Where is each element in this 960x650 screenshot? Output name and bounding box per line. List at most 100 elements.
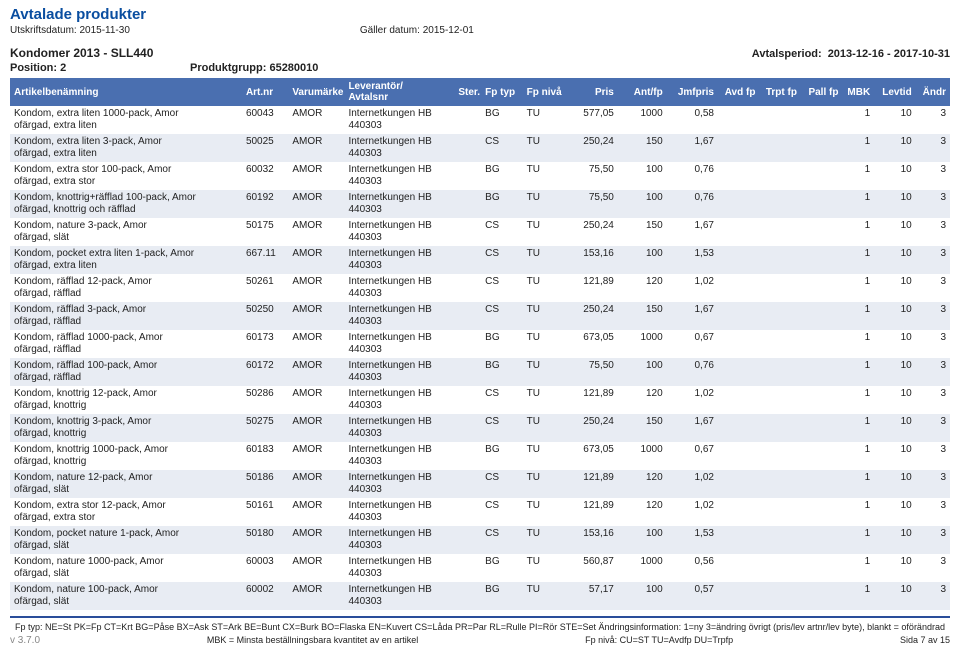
- cell-name: Kondom, räfflad 12-pack, Amorofärgad, rä…: [10, 274, 242, 302]
- cell-brand: AMOR: [288, 302, 344, 330]
- cell-jmf: 0,76: [667, 162, 718, 190]
- cell-trpt: [759, 106, 801, 134]
- cell-jmf: 1,02: [667, 498, 718, 526]
- cell-avd: [718, 330, 760, 358]
- cell-lev: Internetkungen HB440303: [344, 218, 454, 246]
- cell-mbk: 1: [842, 554, 874, 582]
- cell-avd: [718, 582, 760, 610]
- cell-trpt: [759, 386, 801, 414]
- cell-trpt: [759, 442, 801, 470]
- cell-fptyp: BG: [481, 106, 523, 134]
- col-artnr: Art.nr: [242, 78, 288, 106]
- footer-version: v 3.7.0: [10, 635, 40, 646]
- cell-jmf: 1,67: [667, 414, 718, 442]
- cell-ster: [454, 330, 481, 358]
- meta-line: Utskriftsdatum: 2015-11-30 Gäller datum:…: [10, 25, 950, 36]
- col-fptyp: Fp typ: [481, 78, 523, 106]
- cell-antfp: 100: [618, 246, 667, 274]
- cell-pris: 250,24: [564, 218, 618, 246]
- cell-fptyp: BG: [481, 582, 523, 610]
- cell-andr: 3: [916, 526, 950, 554]
- cell-levtid: 10: [874, 106, 916, 134]
- cell-jmf: 0,67: [667, 442, 718, 470]
- cell-jmf: 0,56: [667, 554, 718, 582]
- cell-fpniva: TU: [523, 190, 565, 218]
- cell-artnr: 60172: [242, 358, 288, 386]
- cell-jmf: 1,02: [667, 274, 718, 302]
- cell-fpniva: TU: [523, 414, 565, 442]
- cell-mbk: 1: [842, 106, 874, 134]
- position-row: Position: 2 Produktgrupp: 65280010: [10, 62, 950, 74]
- cell-trpt: [759, 554, 801, 582]
- cell-artnr: 60002: [242, 582, 288, 610]
- cell-artnr: 50175: [242, 218, 288, 246]
- cell-trpt: [759, 470, 801, 498]
- cell-ster: [454, 106, 481, 134]
- group-row: Kondomer 2013 - SLL440 Avtalsperiod: 201…: [10, 46, 950, 60]
- cell-ster: [454, 190, 481, 218]
- cell-levtid: 10: [874, 386, 916, 414]
- cell-pris: 75,50: [564, 162, 618, 190]
- table-row: Kondom, nature 1000-pack, Amorofärgad, s…: [10, 554, 950, 582]
- cell-levtid: 10: [874, 302, 916, 330]
- cell-fptyp: CS: [481, 470, 523, 498]
- cell-avd: [718, 554, 760, 582]
- cell-brand: AMOR: [288, 246, 344, 274]
- cell-fpniva: TU: [523, 386, 565, 414]
- cell-avd: [718, 442, 760, 470]
- cell-mbk: 1: [842, 358, 874, 386]
- cell-brand: AMOR: [288, 330, 344, 358]
- cell-mbk: 1: [842, 134, 874, 162]
- cell-trpt: [759, 498, 801, 526]
- cell-artnr: 50261: [242, 274, 288, 302]
- cell-fpniva: TU: [523, 526, 565, 554]
- table-row: Kondom, extra stor 100-pack, Amorofärgad…: [10, 162, 950, 190]
- cell-pris: 560,87: [564, 554, 618, 582]
- cell-pris: 673,05: [564, 442, 618, 470]
- cell-artnr: 60043: [242, 106, 288, 134]
- cell-trpt: [759, 246, 801, 274]
- products-table: Artikelbenämning Art.nr Varumärke Levera…: [10, 78, 950, 610]
- cell-fpniva: TU: [523, 330, 565, 358]
- cell-avd: [718, 358, 760, 386]
- cell-lev: Internetkungen HB440303: [344, 470, 454, 498]
- cell-brand: AMOR: [288, 414, 344, 442]
- produktgrupp-value: 65280010: [269, 62, 318, 74]
- cell-pall: [801, 526, 843, 554]
- cell-fptyp: BG: [481, 190, 523, 218]
- cell-mbk: 1: [842, 246, 874, 274]
- cell-name: Kondom, knottrig 1000-pack, Amorofärgad,…: [10, 442, 242, 470]
- table-row: Kondom, pocket nature 1-pack, Amorofärga…: [10, 526, 950, 554]
- cell-fptyp: CS: [481, 134, 523, 162]
- cell-levtid: 10: [874, 218, 916, 246]
- cell-mbk: 1: [842, 218, 874, 246]
- cell-jmf: 1,53: [667, 526, 718, 554]
- cell-artnr: 50186: [242, 470, 288, 498]
- cell-pall: [801, 554, 843, 582]
- cell-andr: 3: [916, 274, 950, 302]
- cell-name: Kondom, extra stor 100-pack, Amorofärgad…: [10, 162, 242, 190]
- cell-fpniva: TU: [523, 302, 565, 330]
- table-row: Kondom, nature 100-pack, Amorofärgad, sl…: [10, 582, 950, 610]
- cell-mbk: 1: [842, 470, 874, 498]
- cell-fpniva: TU: [523, 470, 565, 498]
- cell-andr: 3: [916, 414, 950, 442]
- table-row: Kondom, knottrig 1000-pack, Amorofärgad,…: [10, 442, 950, 470]
- cell-lev: Internetkungen HB440303: [344, 526, 454, 554]
- cell-avd: [718, 498, 760, 526]
- group-name: Kondomer 2013 - SLL440: [10, 46, 153, 60]
- cell-jmf: 0,76: [667, 190, 718, 218]
- cell-brand: AMOR: [288, 386, 344, 414]
- cell-antfp: 150: [618, 218, 667, 246]
- cell-levtid: 10: [874, 582, 916, 610]
- col-mbk: MBK: [842, 78, 874, 106]
- cell-fptyp: CS: [481, 386, 523, 414]
- cell-levtid: 10: [874, 498, 916, 526]
- cell-ster: [454, 414, 481, 442]
- cell-fptyp: CS: [481, 526, 523, 554]
- col-brand: Varumärke: [288, 78, 344, 106]
- cell-levtid: 10: [874, 190, 916, 218]
- cell-fpniva: TU: [523, 358, 565, 386]
- valid-date-value: 2015-12-01: [423, 25, 474, 36]
- cell-avd: [718, 246, 760, 274]
